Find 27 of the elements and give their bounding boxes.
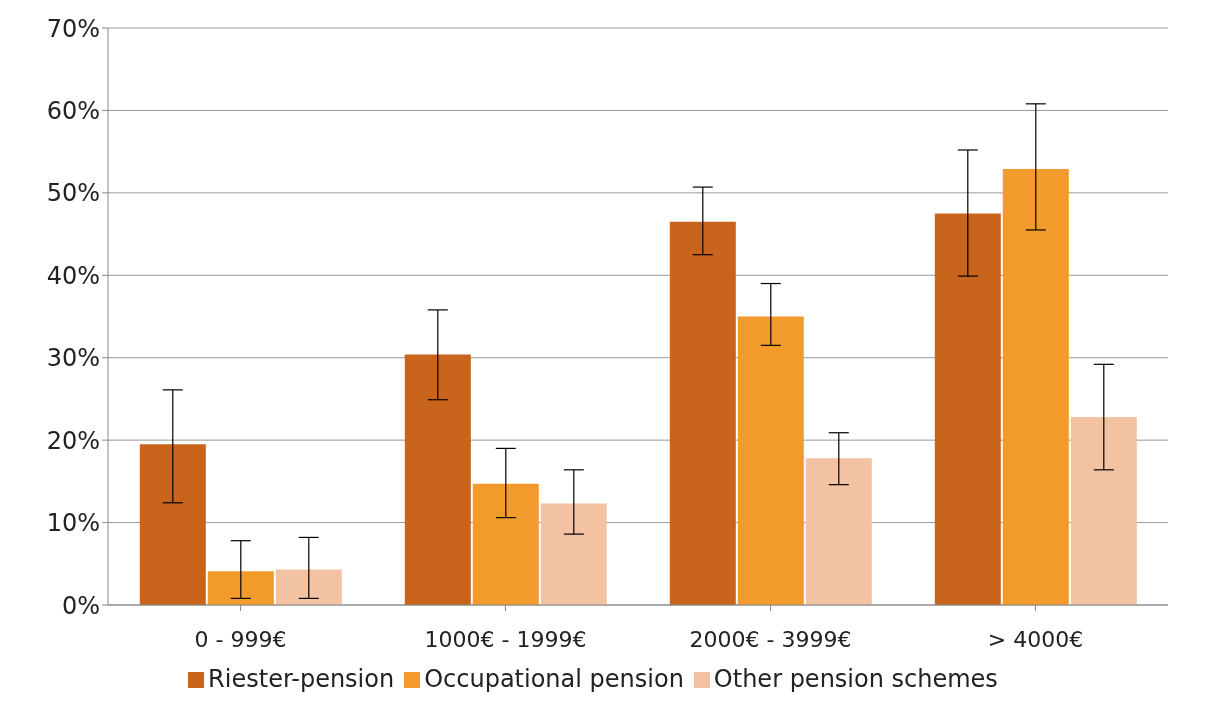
- bar: [934, 213, 1001, 605]
- bar: [207, 571, 274, 605]
- x-tick-label: > 4000€: [987, 626, 1084, 652]
- bar: [404, 354, 471, 605]
- legend-label: Riester-pension: [208, 665, 395, 693]
- bar: [275, 569, 342, 605]
- bar: [737, 316, 804, 605]
- y-tick-label: 20%: [46, 426, 100, 455]
- y-tick-label: 10%: [46, 509, 100, 538]
- x-tick-label: 0 - 999€: [194, 626, 287, 652]
- legend-label: Other pension schemes: [713, 665, 998, 693]
- x-tick-label: 2000€ - 3999€: [689, 626, 852, 652]
- y-tick-label: 40%: [46, 261, 100, 290]
- bar: [540, 503, 607, 605]
- y-tick-label: 70%: [46, 14, 100, 43]
- y-tick-label: 60%: [46, 96, 100, 125]
- bar: [472, 483, 539, 605]
- y-tick-label: 50%: [46, 179, 100, 208]
- bar: [1002, 168, 1069, 605]
- legend-label: Occupational pension: [424, 665, 684, 693]
- bar: [669, 221, 736, 605]
- x-tick-label: 1000€ - 1999€: [424, 626, 587, 652]
- bar: [805, 458, 872, 605]
- bar: [139, 444, 206, 605]
- y-tick-label: 30%: [46, 344, 100, 373]
- bar: [1070, 417, 1137, 605]
- y-tick-label: 0%: [61, 591, 100, 620]
